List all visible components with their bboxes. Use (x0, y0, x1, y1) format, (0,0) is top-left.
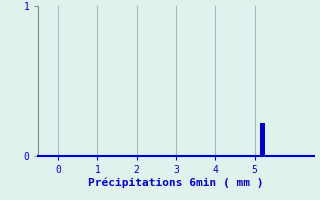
X-axis label: Précipitations 6min ( mm ): Précipitations 6min ( mm ) (88, 178, 264, 188)
Bar (260, 123, 266, 156)
